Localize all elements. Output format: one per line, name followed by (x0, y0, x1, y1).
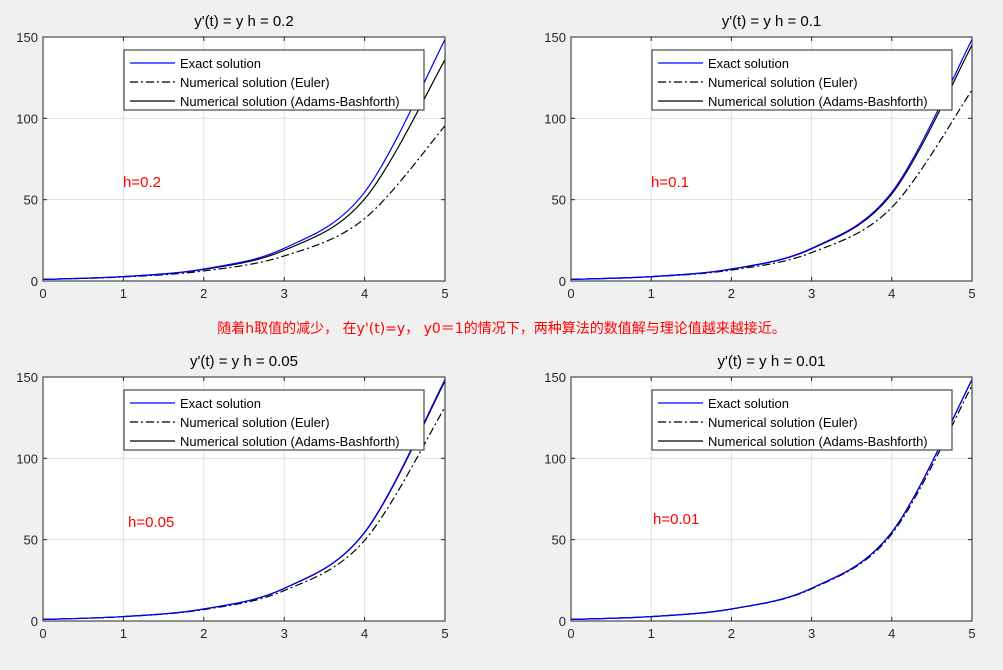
axes-box (570, 36, 973, 282)
legend-box (123, 389, 425, 451)
y-tick-label: 100 (544, 451, 566, 466)
x-tick-label: 5 (968, 286, 975, 301)
y-tick-label: 100 (544, 111, 566, 126)
subplot-title: y'(t) = y h = 0.1 (722, 13, 822, 30)
subplot-title: y'(t) = y h = 0.01 (718, 353, 826, 370)
legend-label: Numerical solution (Adams-Bashforth) (180, 434, 400, 449)
x-tick-label: 1 (648, 626, 655, 641)
x-tick-label: 0 (39, 286, 46, 301)
legend-box (651, 389, 953, 451)
x-tick-label: 2 (728, 286, 735, 301)
x-tick-label: 2 (200, 286, 207, 301)
x-tick-label: 5 (441, 626, 448, 641)
x-tick-label: 3 (281, 286, 288, 301)
x-tick-label: 0 (567, 286, 574, 301)
legend-label: Exact solution (180, 396, 261, 411)
y-tick-label: 150 (16, 30, 38, 45)
y-tick-label: 0 (559, 614, 566, 629)
y-tick-label: 0 (31, 274, 38, 289)
step-size-annotation: h=0.1 (651, 174, 689, 191)
series-line-exact (571, 39, 972, 280)
y-tick-label: 100 (16, 451, 38, 466)
step-size-annotation: h=0.01 (653, 511, 699, 528)
y-tick-label: 0 (31, 614, 38, 629)
axes-box (42, 376, 446, 622)
legend: Exact solution Numerical solution (Euler)… (651, 49, 953, 111)
y-tick-label: 150 (16, 370, 38, 385)
step-size-annotation: h=0.2 (123, 174, 161, 191)
series-line-exact (571, 379, 972, 620)
legend: Exact solution Numerical solution (Euler)… (123, 49, 425, 111)
x-tick-label: 0 (39, 626, 46, 641)
x-tick-label: 1 (120, 286, 127, 301)
y-tick-label: 50 (24, 533, 38, 548)
legend-label: Numerical solution (Euler) (180, 75, 330, 90)
legend-label: Numerical solution (Euler) (708, 75, 858, 90)
y-tick-label: 50 (552, 533, 566, 548)
legend-label: Exact solution (708, 56, 789, 71)
x-tick-label: 5 (968, 626, 975, 641)
y-tick-label: 0 (559, 274, 566, 289)
x-tick-label: 1 (120, 626, 127, 641)
series-line-exact (43, 39, 445, 280)
y-tick-label: 100 (16, 111, 38, 126)
x-tick-label: 4 (888, 286, 895, 301)
legend-label: Exact solution (708, 396, 789, 411)
legend-label: Numerical solution (Adams-Bashforth) (708, 434, 928, 449)
axes-box (570, 376, 973, 622)
subplot-title: y'(t) = y h = 0.05 (190, 353, 298, 370)
x-tick-label: 1 (648, 286, 655, 301)
legend-box (123, 49, 425, 111)
x-tick-label: 4 (888, 626, 895, 641)
conclusion-note: 随着h取值的减少， 在y'(t)=y， y0＝1的情况下，两种算法的数值解与理论… (217, 321, 786, 337)
y-tick-label: 150 (544, 370, 566, 385)
y-tick-label: 150 (544, 30, 566, 45)
legend: Exact solution Numerical solution (Euler)… (651, 389, 953, 451)
x-tick-label: 3 (281, 626, 288, 641)
legend-label: Numerical solution (Euler) (708, 415, 858, 430)
y-tick-label: 50 (552, 193, 566, 208)
x-tick-label: 3 (808, 626, 815, 641)
x-tick-label: 3 (808, 286, 815, 301)
x-tick-label: 4 (361, 286, 368, 301)
axes-box (42, 36, 446, 282)
legend-label: Numerical solution (Euler) (180, 415, 330, 430)
x-tick-label: 2 (728, 626, 735, 641)
series-line-exact (43, 379, 445, 620)
x-tick-label: 2 (200, 626, 207, 641)
legend-label: Numerical solution (Adams-Bashforth) (708, 94, 928, 109)
legend-label: Numerical solution (Adams-Bashforth) (180, 94, 400, 109)
y-tick-label: 50 (24, 193, 38, 208)
subplot-title: y'(t) = y h = 0.2 (194, 13, 294, 30)
legend-box (651, 49, 953, 111)
x-tick-label: 4 (361, 626, 368, 641)
x-tick-label: 5 (441, 286, 448, 301)
step-size-annotation: h=0.05 (128, 514, 174, 531)
legend-label: Exact solution (180, 56, 261, 71)
legend: Exact solution Numerical solution (Euler)… (123, 389, 425, 451)
x-tick-label: 0 (567, 626, 574, 641)
